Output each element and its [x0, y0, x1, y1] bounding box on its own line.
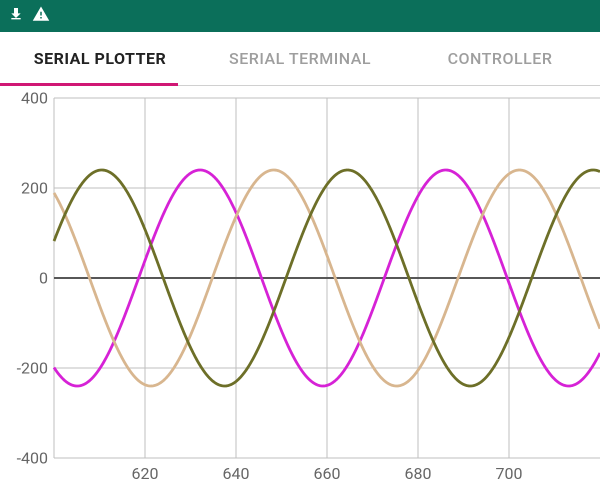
xtick-label: 640 — [223, 464, 250, 483]
ytick-label: 0 — [4, 269, 48, 288]
warning-icon — [32, 5, 50, 27]
tab-serial-plotter[interactable]: SERIAL PLOTTER — [0, 32, 200, 85]
xtick-label: 700 — [496, 464, 523, 483]
tab-label: SERIAL PLOTTER — [34, 49, 167, 68]
ytick-label: -400 — [4, 449, 48, 468]
tab-strip: SERIAL PLOTTER SERIAL TERMINAL CONTROLLE… — [0, 32, 600, 86]
status-bar — [0, 0, 600, 32]
ytick-label: -200 — [4, 359, 48, 378]
tab-label: CONTROLLER — [448, 49, 553, 68]
xtick-label: 620 — [132, 464, 159, 483]
xtick-label: 680 — [405, 464, 432, 483]
ytick-label: 400 — [4, 89, 48, 108]
ytick-label: 200 — [4, 179, 48, 198]
tab-label: SERIAL TERMINAL — [229, 49, 371, 68]
xtick-label: 660 — [314, 464, 341, 483]
chart-svg — [0, 86, 600, 500]
tab-controller[interactable]: CONTROLLER — [400, 32, 600, 85]
serial-plotter-chart: -400 -200 0 200 400 620 640 660 680 700 — [0, 86, 600, 500]
tab-serial-terminal[interactable]: SERIAL TERMINAL — [200, 32, 400, 85]
download-icon — [8, 6, 24, 26]
